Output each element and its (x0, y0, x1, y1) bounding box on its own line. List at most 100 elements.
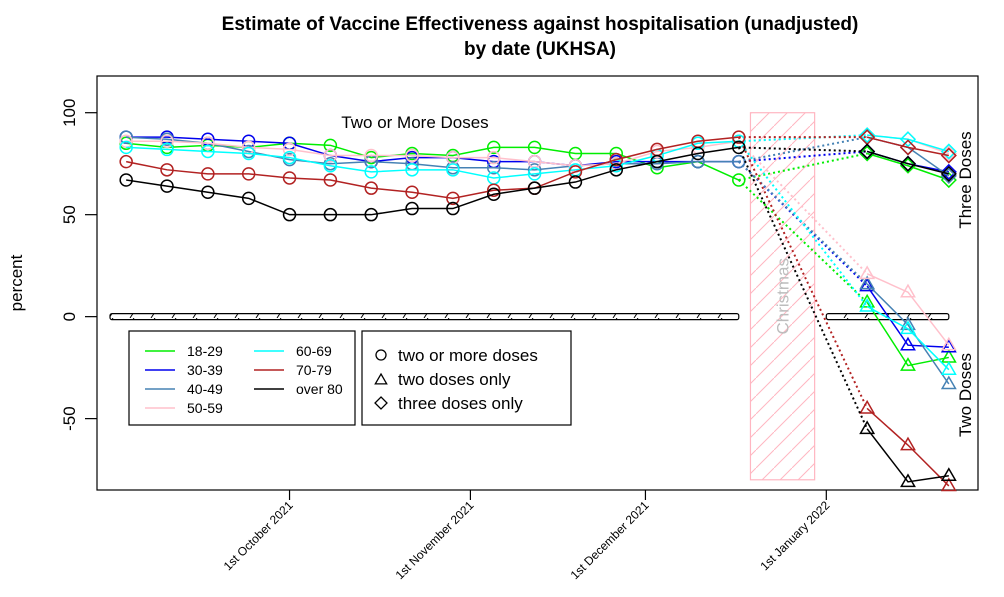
point-two-or-more-doses (527, 140, 542, 155)
point-two-or-more-doses (486, 140, 501, 155)
point-two-or-more-doses (323, 207, 338, 222)
point-two-or-more-doses (691, 146, 705, 161)
point-two-doses-only (859, 277, 876, 292)
point-two-or-more-doses (323, 148, 338, 163)
connector-two-doses (737, 136, 869, 409)
x-axis: 1st October 2021 1st November 2021 1st Dec… (221, 490, 833, 582)
point-two-doses-only (859, 399, 876, 414)
point-three-doses-only (899, 139, 917, 156)
series-60-69 (119, 127, 957, 375)
line-two-doses-only (866, 428, 949, 483)
legend-entry-triangle: two doses only (374, 370, 511, 389)
x-tick-label: 1st October 2021 (221, 498, 296, 573)
point-three-doses-only (940, 145, 957, 162)
point-two-or-more-doses (119, 154, 133, 169)
point-two-or-more-doses (282, 142, 297, 157)
point-two-doses-only (859, 297, 876, 312)
point-two-doses-only (859, 265, 876, 280)
legend-entry-diamond: three doses only (374, 394, 523, 413)
connector-three-doses (738, 136, 868, 163)
legend-entry-over-80: over 80 (254, 381, 343, 397)
point-three-doses-only (859, 143, 876, 160)
y-axis-label: percent (7, 254, 26, 311)
point-two-or-more-doses (405, 201, 419, 216)
connector-three-doses (738, 152, 868, 181)
point-three-doses-only (899, 155, 917, 172)
y-tick-label: 0 (60, 312, 79, 321)
point-three-doses-only (940, 163, 957, 180)
point-two-or-more-doses (486, 183, 501, 197)
line-two-or-more-doses (126, 140, 739, 179)
legend-entry-60-69: 60-69 (254, 343, 332, 359)
point-two-or-more-doses (364, 165, 378, 179)
line-three-doses-only (867, 134, 950, 153)
point-two-or-more-doses (201, 144, 215, 159)
point-two-or-more-doses (486, 161, 501, 175)
point-two-or-more-doses (119, 173, 133, 187)
point-two-or-more-doses (568, 165, 583, 179)
point-two-or-more-doses (609, 152, 624, 167)
point-two-or-more-doses (160, 163, 174, 177)
point-three-doses-only (940, 167, 957, 184)
point-two-doses-only (940, 375, 957, 390)
connector-two-doses (737, 146, 869, 430)
point-two-or-more-doses (119, 140, 133, 155)
line-two-doses-only (866, 285, 949, 348)
point-two-doses-only (940, 361, 957, 375)
line-two-doses-only (866, 301, 949, 367)
circle-symbol-icon (375, 349, 387, 361)
connector-three-doses (738, 134, 868, 143)
line-three-doses-only (866, 152, 950, 181)
point-two-or-more-doses (446, 163, 460, 177)
line-two-doses-only (866, 273, 950, 346)
point-two-or-more-doses (323, 158, 338, 173)
legend-label: two or more doses (398, 346, 538, 365)
two-doses-annotation: Two Doses (956, 353, 975, 437)
christmas-band: Christmas (749, 112, 816, 481)
plot-frame (96, 75, 979, 491)
legend-entry-circle: two or more doses (375, 346, 538, 365)
point-two-or-more-doses (650, 154, 664, 169)
point-two-or-more-doses (405, 185, 419, 199)
point-two-or-more-doses (323, 173, 338, 187)
legend-age-box (128, 330, 356, 426)
point-two-or-more-doses (364, 148, 378, 163)
legend-entry-18-29: 18-29 (145, 343, 223, 359)
point-two-or-more-doses (405, 163, 419, 177)
x-tick-label: 1st December 2021 (568, 498, 652, 582)
point-two-or-more-doses (160, 142, 174, 157)
point-two-doses-only (940, 477, 957, 492)
point-two-or-more-doses (241, 191, 256, 206)
legend-label: 50-59 (187, 400, 223, 416)
connector-two-doses (738, 140, 868, 275)
point-two-doses-only (940, 338, 957, 353)
legend-dose-types: two or more doses two doses only three dos… (361, 330, 572, 426)
series-layer (119, 127, 957, 492)
legend-entry-70-79: 70-79 (254, 362, 332, 378)
point-three-doses-only (940, 143, 957, 160)
point-three-doses-only (899, 157, 917, 174)
point-two-or-more-doses (119, 130, 133, 144)
three-doses-annotation: Three Doses (956, 131, 975, 228)
point-two-or-more-doses (691, 154, 705, 169)
legend-entry-40-49: 40-49 (145, 381, 223, 397)
christmas-label: Christmas (774, 258, 793, 335)
legend-label: two doses only (398, 370, 511, 389)
point-two-or-more-doses (486, 187, 501, 202)
line-three-doses-only (866, 150, 950, 175)
point-two-doses-only (900, 336, 916, 351)
legend-entry-30-39: 30-39 (145, 362, 223, 378)
point-two-or-more-doses (527, 163, 542, 177)
point-two-or-more-doses (160, 134, 174, 149)
series-70-79 (119, 129, 957, 492)
point-two-doses-only (940, 467, 957, 482)
point-two-or-more-doses (282, 150, 297, 165)
christmas-rect (749, 112, 816, 481)
connector-three-doses (738, 146, 868, 153)
point-two-or-more-doses (405, 148, 419, 163)
point-two-or-more-doses (282, 171, 297, 185)
line-three-doses-only (866, 136, 949, 157)
point-three-doses-only (899, 131, 917, 148)
triangle-symbol-icon (374, 372, 388, 385)
